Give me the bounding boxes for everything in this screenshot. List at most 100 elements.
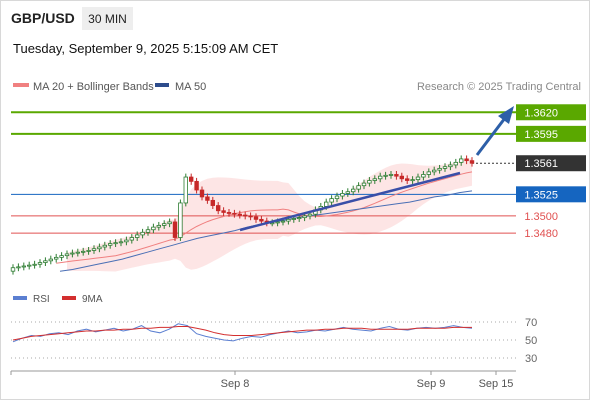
candle-body (21, 265, 26, 268)
price-tag-bg-1.3595 (516, 125, 586, 142)
candle-body (237, 213, 242, 216)
support-trendline (239, 171, 461, 232)
candle-body (253, 216, 259, 220)
candle-body (167, 221, 172, 225)
candle-body (183, 176, 188, 204)
candle-body (372, 178, 377, 181)
rsi-legend-label: RSI (33, 294, 50, 305)
candle-body (442, 166, 448, 169)
candle-body (205, 196, 210, 201)
candle-body (242, 214, 248, 217)
candle-body (367, 180, 372, 184)
rsi-ma-legend-swatch (62, 296, 76, 300)
research-credit: Research © 2025 Trading Central (417, 81, 581, 93)
candle-body (307, 213, 313, 217)
candle-body (81, 250, 86, 253)
candle-body (86, 250, 91, 252)
candle-body (188, 176, 194, 182)
candle-body (356, 185, 361, 190)
candle-body (350, 188, 356, 193)
candle-body (134, 234, 140, 238)
candle-body (226, 212, 232, 214)
rsi-ma-legend-label: 9MA (82, 294, 103, 305)
candle-body (37, 262, 43, 265)
candle-body (383, 174, 388, 177)
price-label-1.3480: 1.3480 (524, 228, 558, 240)
candle-body (448, 164, 453, 168)
current-price-label: 1.3561 (524, 158, 558, 170)
candle-body (415, 176, 421, 181)
candle-body (426, 171, 431, 175)
ma20-legend-label: MA 20 + Bollinger Bands (33, 81, 154, 93)
candle-body (32, 263, 37, 266)
candle-body (75, 251, 80, 254)
candle-body (178, 202, 183, 238)
candle-body (437, 168, 442, 171)
candle-body (151, 226, 156, 231)
candle-body (70, 252, 75, 255)
candle-body (377, 175, 383, 180)
candle-body (10, 267, 16, 272)
candle-body (59, 255, 64, 258)
ma20-legend-swatch (13, 83, 29, 87)
price-label-1.3525: 1.3525 (524, 189, 558, 201)
candle-body (113, 242, 118, 245)
x-tick-label-Sep-9: Sep 9 (417, 378, 446, 390)
candle-body (199, 189, 205, 198)
candle-body (431, 169, 437, 173)
price-labels: 1.3620 1.3595 1.3525 1.3500 1.3480 1.3561 (516, 104, 586, 240)
bollinger-bands (67, 158, 472, 272)
chart-datetime: Tuesday, September 9, 2025 5:15:09 AM CE… (13, 41, 279, 56)
candle-body (323, 201, 329, 207)
candle-body (156, 225, 161, 228)
x-tick-label-Sep-15: Sep 15 (479, 378, 514, 390)
current-price-tag-bg (516, 155, 586, 172)
candle-body (248, 215, 253, 218)
candle-body (453, 161, 458, 166)
rsi-pane: 70 50 30 (11, 317, 537, 365)
candle-body (334, 195, 340, 200)
price-tag-bg-1.3525 (516, 186, 586, 203)
candle-body (232, 212, 237, 215)
candle-body (296, 217, 302, 220)
candle-body (275, 221, 280, 224)
candle-body (302, 215, 307, 219)
candle-body (221, 210, 226, 213)
candle-body (259, 218, 264, 222)
x-tick-label-Sep-8: Sep 8 (221, 378, 250, 390)
candle-body (410, 179, 415, 182)
candle-body (16, 266, 21, 269)
candle-body (399, 175, 404, 180)
candle-body (43, 260, 48, 263)
candle-body (280, 220, 286, 223)
price-label-1.3620: 1.3620 (524, 107, 558, 119)
bollinger-band-area (67, 158, 472, 272)
candle-body (194, 180, 199, 191)
candle-body (361, 182, 367, 187)
x-axis: Sep 8 Sep 9 Sep 15 (10, 371, 514, 390)
bullish-arrow-shaft (475, 117, 507, 156)
rsi-ma9-line (12, 326, 472, 341)
price-label-1.3595: 1.3595 (524, 129, 558, 141)
instrument-title: GBP/USD (11, 10, 75, 26)
candle-body (102, 244, 107, 248)
candle-body (108, 243, 113, 246)
rsi-level-label-70: 70 (525, 317, 537, 329)
candle-body (54, 256, 59, 260)
candle-body (469, 160, 475, 164)
bullish-arrow-head (498, 106, 514, 124)
candle-body (48, 258, 53, 262)
ma50-legend-label: MA 50 (175, 81, 206, 93)
candle-body (26, 264, 32, 267)
candle-body (388, 174, 394, 176)
candle-body (404, 178, 410, 181)
candle-body (345, 191, 350, 194)
candle-body (340, 193, 345, 197)
timeframe-badge[interactable]: 30 MIN (82, 7, 133, 30)
candle-body (140, 231, 145, 236)
candle-body (97, 246, 102, 250)
candle-body (145, 229, 151, 233)
candle-body (124, 239, 129, 243)
candle-body (161, 223, 167, 226)
